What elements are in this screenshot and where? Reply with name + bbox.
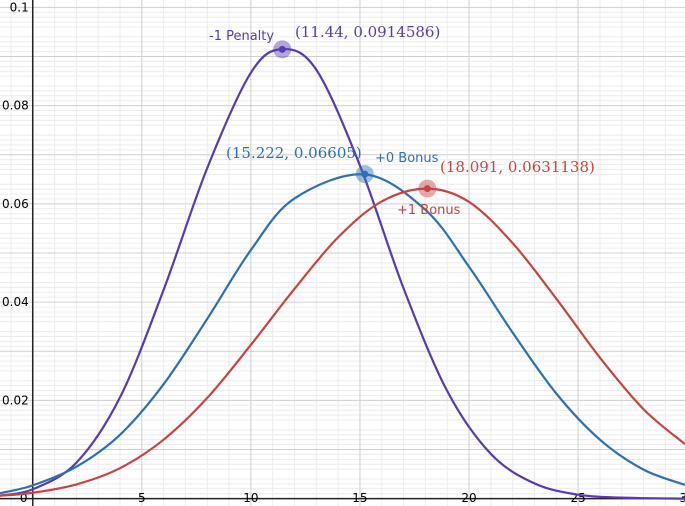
peak-point-plus0 — [361, 170, 369, 178]
series-curves — [0, 47, 685, 500]
peak-coordinate-label-plus1: (18.091, 0.0631138) — [440, 158, 595, 176]
series-line-plus1 — [0, 187, 685, 497]
y-tick-label: 0.02 — [2, 393, 29, 407]
series-line-plus0 — [0, 173, 685, 495]
x-tick-label: 5 — [138, 491, 146, 505]
x-tick-label: 0 — [20, 491, 28, 505]
series-label-plus1: +1 Bonus — [397, 203, 461, 218]
peak-markers — [273, 40, 437, 198]
peak-coordinate-label-penalty: (11.44, 0.0914586) — [295, 23, 440, 41]
peak-point-penalty — [278, 45, 286, 53]
y-tick-label: 0.08 — [2, 99, 29, 113]
peak-coordinate-label-plus0: (15.222, 0.06605) — [226, 144, 362, 162]
peak-point-plus1 — [423, 185, 431, 193]
x-tick-label: 10 — [243, 491, 258, 505]
x-tick-label: 20 — [461, 491, 476, 505]
series-label-plus0: +0 Bonus — [375, 151, 439, 166]
series-line-penalty — [0, 47, 685, 500]
y-tick-label: 0.04 — [2, 295, 29, 309]
x-tick-label: 15 — [352, 491, 367, 505]
y-tick-label: 0.06 — [2, 197, 29, 211]
y-tick-label: 0.1 — [10, 0, 29, 14]
series-labels: -1 Penalty (11.44, 0.0914586) +0 Bonus (… — [209, 23, 595, 218]
series-label-penalty: -1 Penalty — [209, 29, 274, 44]
